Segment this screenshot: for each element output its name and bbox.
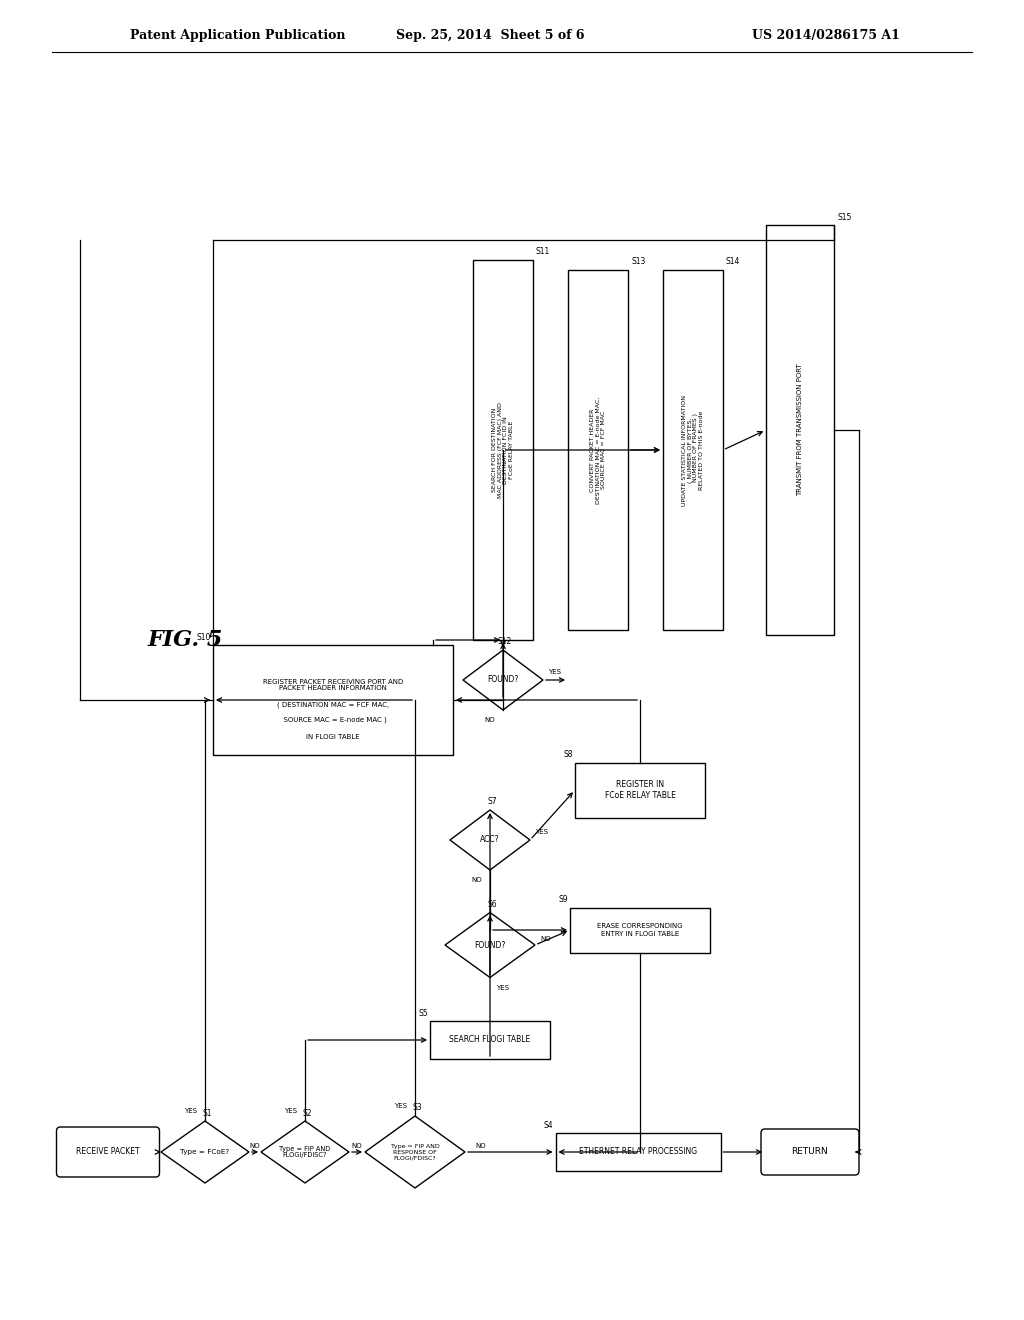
Bar: [568, 271, 628, 630]
Text: YES: YES: [394, 1104, 407, 1109]
Text: CONVERT PACKET HEADER
DESTINATION MAC = E-node MAC,
SOURCE MAC = FCF MAC: CONVERT PACKET HEADER DESTINATION MAC = …: [590, 396, 606, 504]
Text: Type = FIP AND
RESPONSE OF
FLOGI/FDISC?: Type = FIP AND RESPONSE OF FLOGI/FDISC?: [390, 1143, 439, 1160]
Text: SEARCH FLOGI TABLE: SEARCH FLOGI TABLE: [450, 1035, 530, 1044]
Text: ( DESTINATION MAC = FCF MAC,: ( DESTINATION MAC = FCF MAC,: [276, 702, 389, 709]
Text: S7: S7: [487, 797, 497, 807]
Text: S14: S14: [726, 257, 740, 267]
Text: US 2014/0286175 A1: US 2014/0286175 A1: [752, 29, 900, 41]
Text: S12: S12: [498, 638, 512, 647]
Bar: [430, 1020, 550, 1059]
Text: Patent Application Publication: Patent Application Publication: [130, 29, 345, 41]
Bar: [766, 224, 834, 635]
Text: ETHERNET RELAY PROCESSING: ETHERNET RELAY PROCESSING: [579, 1147, 697, 1156]
Text: REGISTER IN
FCoE RELAY TABLE: REGISTER IN FCoE RELAY TABLE: [604, 780, 676, 800]
Text: TRANSMIT FROM TRANSMISSION PORT: TRANSMIT FROM TRANSMISSION PORT: [797, 363, 803, 496]
Text: NO: NO: [475, 1143, 485, 1148]
Text: S15: S15: [837, 213, 851, 222]
Text: RETURN: RETURN: [792, 1147, 828, 1156]
Text: NO: NO: [471, 876, 482, 883]
Text: UPDATE STATISTICAL INFORMATION
( NUMBER OF BYTES,
  NUMBER OF FRAMES )
RELATED T: UPDATE STATISTICAL INFORMATION ( NUMBER …: [682, 395, 705, 506]
Text: NO: NO: [351, 1143, 362, 1148]
Text: S6: S6: [487, 900, 497, 909]
Text: S5: S5: [419, 1008, 428, 1018]
Text: SEARCH FOR DESTINATION
MAC ADDRESS (FCF MAC) AND
DESTINATION FCID IN
FCoE RELAY : SEARCH FOR DESTINATION MAC ADDRESS (FCF …: [492, 403, 514, 498]
Text: ACC?: ACC?: [480, 836, 500, 845]
Text: S13: S13: [631, 257, 645, 267]
Text: Sep. 25, 2014  Sheet 5 of 6: Sep. 25, 2014 Sheet 5 of 6: [395, 29, 585, 41]
Text: S10: S10: [197, 632, 211, 642]
Bar: [213, 645, 453, 755]
Text: YES: YES: [496, 985, 509, 990]
Text: YES: YES: [184, 1107, 197, 1114]
Text: NO: NO: [250, 1143, 260, 1148]
Text: S2: S2: [302, 1109, 311, 1118]
Text: Type = FIP AND
FLOGI/FDISC?: Type = FIP AND FLOGI/FDISC?: [280, 1146, 331, 1159]
Text: SOURCE MAC = E-node MAC ): SOURCE MAC = E-node MAC ): [280, 717, 387, 723]
Text: FOUND?: FOUND?: [474, 940, 506, 949]
Text: Type = FCoE?: Type = FCoE?: [180, 1148, 229, 1155]
Text: S8: S8: [563, 750, 573, 759]
Text: S1: S1: [203, 1109, 212, 1118]
Bar: [570, 908, 710, 953]
Text: S3: S3: [413, 1104, 422, 1113]
Text: YES: YES: [535, 829, 548, 836]
Text: FOUND?: FOUND?: [487, 676, 519, 685]
Bar: [473, 260, 534, 640]
Bar: [555, 1133, 721, 1171]
Text: REGISTER PACKET RECEIVING PORT AND
PACKET HEADER INFORMATION: REGISTER PACKET RECEIVING PORT AND PACKE…: [263, 678, 403, 692]
Bar: [575, 763, 705, 817]
Text: NO: NO: [484, 717, 495, 723]
Text: S9: S9: [558, 895, 568, 904]
Text: FIG. 5: FIG. 5: [148, 630, 223, 651]
Text: YES: YES: [284, 1107, 297, 1114]
Text: S11: S11: [536, 248, 550, 256]
Text: ERASE CORRESPONDING
ENTRY IN FLOGI TABLE: ERASE CORRESPONDING ENTRY IN FLOGI TABLE: [597, 924, 683, 936]
Text: RECEIVE PACKET: RECEIVE PACKET: [76, 1147, 140, 1156]
Text: NO: NO: [540, 936, 551, 942]
Text: YES: YES: [548, 669, 561, 675]
Text: S4: S4: [544, 1121, 554, 1130]
Bar: [663, 271, 723, 630]
Text: IN FLOGI TABLE: IN FLOGI TABLE: [306, 734, 359, 741]
